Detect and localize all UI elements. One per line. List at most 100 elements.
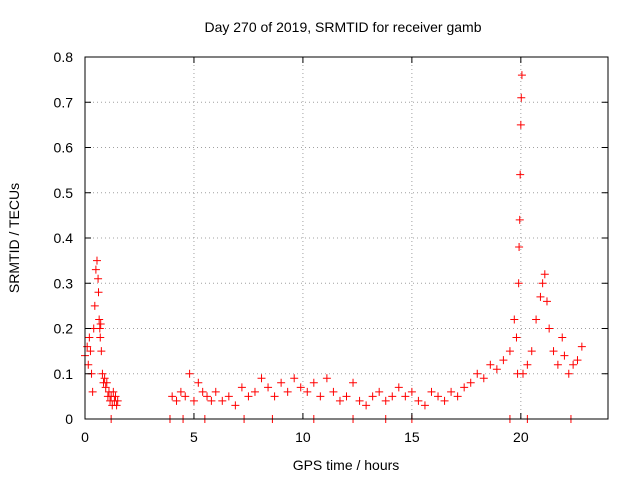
data-point	[440, 396, 449, 405]
data-point	[198, 387, 207, 396]
x-tick-label: 15	[404, 429, 420, 445]
data-point	[96, 333, 105, 342]
data-point	[224, 392, 233, 401]
data-point	[560, 351, 569, 360]
data-point	[203, 392, 212, 401]
data-point	[290, 374, 299, 383]
data-point	[510, 315, 519, 324]
data-point	[573, 356, 582, 365]
data-point	[88, 387, 97, 396]
data-point	[86, 347, 95, 356]
data-point	[100, 374, 109, 383]
data-point	[420, 401, 429, 410]
data-point	[90, 301, 99, 310]
data-point	[577, 342, 586, 351]
data-point	[85, 333, 94, 342]
data-point	[553, 360, 562, 369]
y-tick-label: 0.7	[54, 94, 74, 110]
data-point	[303, 387, 312, 396]
data-point	[447, 387, 456, 396]
data-point	[486, 360, 495, 369]
data-point	[101, 383, 110, 392]
data-point	[388, 392, 397, 401]
data-point	[95, 324, 104, 333]
y-tick-label: 0.8	[54, 49, 74, 65]
data-point	[277, 378, 286, 387]
data-point	[492, 365, 501, 374]
data-point	[519, 369, 528, 378]
data-point	[516, 120, 525, 129]
data-point	[109, 387, 118, 396]
data-point	[244, 392, 253, 401]
data-point	[515, 215, 524, 224]
data-point	[401, 392, 410, 401]
data-point	[194, 378, 203, 387]
data-point	[349, 378, 358, 387]
data-point	[97, 347, 106, 356]
data-point	[516, 170, 525, 179]
data-point	[111, 392, 120, 401]
data-point	[362, 401, 371, 410]
chart-title: Day 270 of 2019, SRMTID for receiver gam…	[204, 19, 481, 35]
data-point	[473, 369, 482, 378]
data-point	[564, 369, 573, 378]
data-point	[414, 396, 423, 405]
x-axis-label: GPS time / hours	[293, 457, 400, 473]
x-tick-label: 20	[513, 429, 529, 445]
y-tick-label: 0.3	[54, 275, 74, 291]
data-point	[538, 279, 547, 288]
data-point	[512, 333, 521, 342]
data-point	[342, 392, 351, 401]
grid-lines	[85, 57, 608, 419]
axis-ticks: 0 5 10 15 20 0 0.1 0.2 0.3 0.4 0.5 0.6 0.7 0.8	[54, 49, 608, 445]
data-point	[102, 378, 111, 387]
data-point	[270, 392, 279, 401]
data-point	[296, 383, 305, 392]
data-point	[460, 383, 469, 392]
data-point	[532, 315, 541, 324]
data-points	[81, 71, 586, 423]
data-point	[237, 383, 246, 392]
data-point	[316, 392, 325, 401]
data-point	[94, 274, 103, 283]
y-tick-label: 0.6	[54, 140, 74, 156]
data-point	[523, 360, 532, 369]
data-point	[264, 383, 273, 392]
y-tick-label: 0.4	[54, 230, 74, 246]
data-point	[375, 387, 384, 396]
data-point	[517, 71, 526, 80]
data-point	[257, 374, 266, 383]
data-point	[98, 369, 107, 378]
data-point	[211, 387, 220, 396]
y-axis-label: SRMTID / TECUs	[6, 183, 22, 293]
data-point	[549, 347, 558, 356]
data-point	[185, 369, 194, 378]
data-point	[536, 292, 545, 301]
data-point	[499, 356, 508, 365]
data-point	[92, 256, 101, 265]
data-point	[218, 396, 227, 405]
data-point	[517, 93, 526, 102]
data-point	[329, 387, 338, 396]
data-point	[91, 265, 100, 274]
data-point	[453, 392, 462, 401]
data-point	[181, 392, 190, 401]
data-point	[355, 396, 364, 405]
y-tick-label: 0.2	[54, 321, 74, 337]
x-tick-label: 0	[81, 429, 89, 445]
data-point	[542, 297, 551, 306]
data-point	[466, 378, 475, 387]
data-point	[335, 396, 344, 405]
data-point	[168, 392, 177, 401]
data-point	[112, 401, 121, 410]
data-point	[368, 392, 377, 401]
data-point	[113, 396, 122, 405]
data-point	[545, 324, 554, 333]
y-tick-label: 0.1	[54, 366, 74, 382]
data-point	[569, 360, 578, 369]
data-point	[558, 333, 567, 342]
data-point	[514, 279, 523, 288]
data-point	[94, 288, 103, 297]
data-point	[96, 319, 105, 328]
data-point	[207, 396, 216, 405]
